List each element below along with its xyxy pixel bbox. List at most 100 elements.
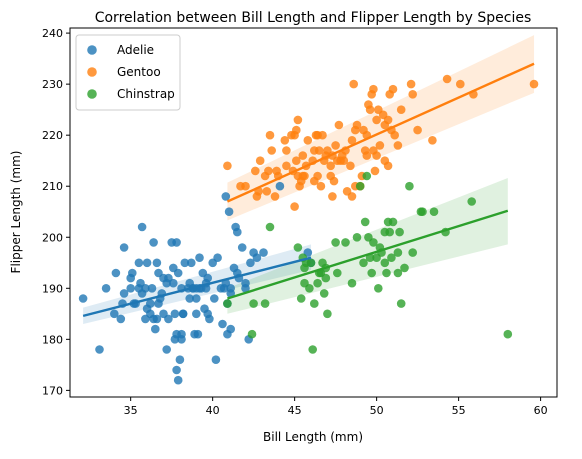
data-point	[300, 278, 309, 288]
data-point	[362, 171, 372, 181]
data-point	[428, 136, 437, 145]
legend-label-chinstrap: Chinstrap	[117, 87, 175, 101]
legend-marker-gentoo	[87, 67, 97, 77]
y-tick-label: 210	[42, 180, 63, 193]
data-point	[233, 227, 242, 237]
data-point	[262, 187, 272, 196]
data-point	[385, 227, 395, 237]
data-point	[142, 258, 152, 268]
data-point	[529, 79, 539, 89]
data-point	[177, 329, 186, 339]
data-point	[255, 156, 265, 165]
chart-title: Correlation between Bill Length and Flip…	[95, 10, 532, 26]
data-point	[251, 166, 260, 176]
data-point	[270, 192, 280, 201]
data-point	[211, 355, 221, 365]
data-point	[282, 146, 291, 155]
data-point	[337, 151, 347, 160]
data-point	[264, 166, 273, 176]
data-point	[300, 171, 309, 181]
data-point	[101, 284, 111, 293]
data-point	[116, 314, 126, 324]
data-point	[331, 238, 340, 247]
scatter-points	[78, 74, 539, 385]
data-point	[372, 115, 381, 125]
y-tick-label: 240	[42, 27, 63, 40]
data-point	[192, 294, 201, 303]
data-point	[223, 299, 232, 308]
data-point	[290, 202, 299, 211]
data-point	[298, 151, 308, 160]
data-point	[306, 258, 316, 268]
data-point	[267, 146, 277, 155]
y-tick-label: 190	[42, 282, 63, 295]
data-point	[221, 192, 231, 201]
data-point	[383, 217, 393, 227]
data-point	[252, 253, 262, 262]
data-point	[293, 115, 303, 125]
data-point	[303, 136, 313, 145]
x-tick-label: 35	[124, 404, 138, 417]
data-point	[237, 243, 247, 252]
data-point	[387, 253, 396, 262]
data-point	[172, 238, 181, 247]
data-point	[331, 141, 340, 150]
data-point	[313, 130, 322, 140]
data-point	[400, 263, 409, 273]
data-point	[406, 79, 416, 89]
regression-line-adelie	[82, 256, 312, 318]
data-point	[152, 258, 162, 268]
data-point	[223, 161, 232, 171]
data-point	[310, 176, 319, 186]
data-point	[360, 217, 370, 227]
series-chinstrap	[223, 171, 513, 354]
data-point	[347, 136, 357, 145]
data-point	[173, 375, 183, 385]
data-point	[393, 248, 403, 257]
legend-label-adelie: Adelie	[117, 43, 154, 57]
data-point	[169, 278, 178, 288]
y-tick-label: 220	[42, 129, 63, 142]
data-point	[175, 355, 185, 365]
data-point	[246, 258, 255, 268]
data-point	[95, 345, 104, 354]
data-point	[323, 146, 332, 155]
data-point	[293, 243, 303, 252]
data-point	[362, 151, 372, 160]
data-point	[162, 345, 171, 354]
data-point	[164, 314, 173, 324]
y-tick-label: 180	[42, 333, 63, 346]
data-point	[249, 299, 258, 308]
data-point	[396, 105, 406, 114]
plot-frame	[69, 27, 558, 398]
data-point	[352, 233, 362, 242]
regression-lines	[82, 62, 535, 318]
legend: Adelie Gentoo Chinstrap	[75, 34, 181, 111]
data-point	[241, 181, 250, 191]
data-point	[198, 268, 208, 278]
x-tick-label: 50	[370, 404, 384, 417]
data-point	[413, 125, 422, 135]
axes: 35 40 45 50 55 60 170 180 190 200 210 220 230 240	[42, 27, 548, 417]
y-tick-label: 230	[42, 78, 63, 91]
regression-line-gentoo	[226, 62, 535, 203]
data-point	[351, 125, 360, 135]
data-point	[308, 345, 318, 354]
data-point	[334, 120, 344, 130]
data-point	[149, 238, 158, 247]
data-point	[314, 146, 324, 155]
data-point	[162, 278, 171, 288]
y-tick-label: 200	[42, 231, 63, 244]
data-point	[126, 284, 135, 293]
data-point	[260, 299, 270, 308]
data-point	[405, 181, 414, 191]
data-point	[151, 324, 160, 334]
data-point	[287, 130, 296, 140]
data-point	[218, 319, 227, 329]
data-point	[313, 278, 322, 288]
data-point	[393, 141, 403, 150]
data-point	[119, 289, 129, 298]
data-point	[170, 309, 180, 319]
data-point	[185, 294, 194, 303]
